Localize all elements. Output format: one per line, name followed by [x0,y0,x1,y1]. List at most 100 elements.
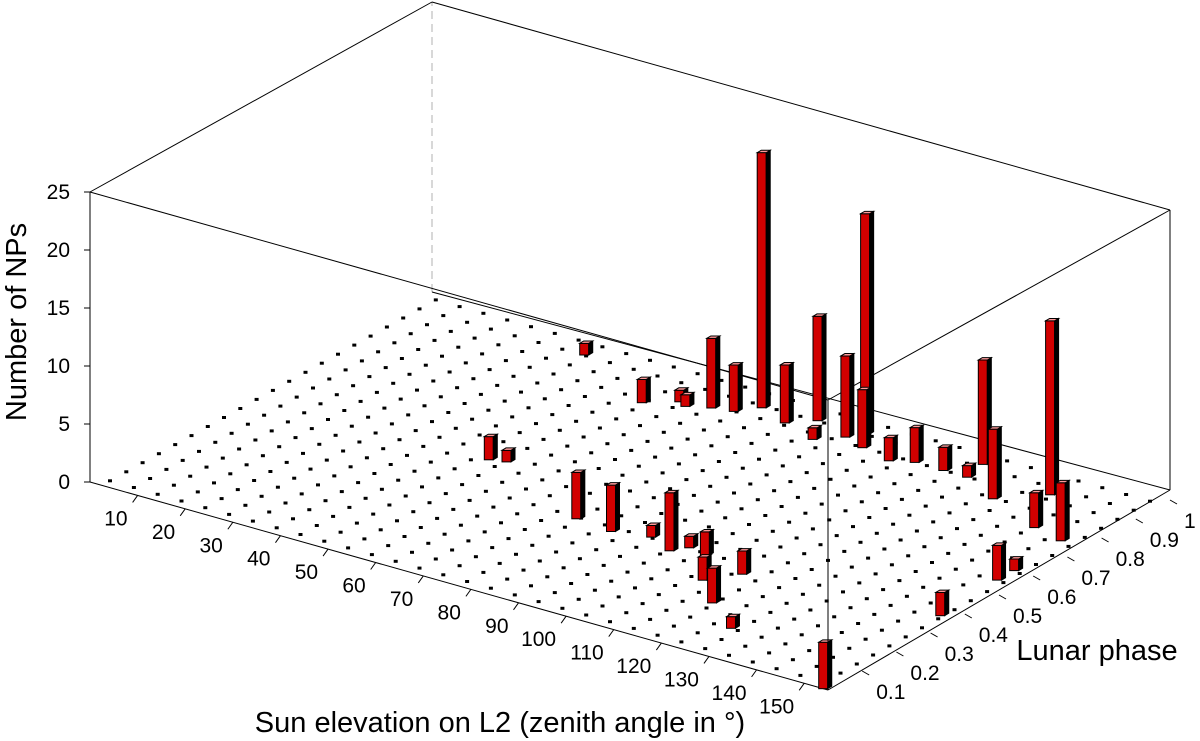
floor-dot [931,520,936,524]
bar-side-face [821,313,827,422]
floor-dot [131,486,136,489]
floor-dot [896,619,901,623]
floor-dot [640,602,645,606]
floor-dot [822,421,827,425]
floor-dot [602,523,607,527]
floor-dot [703,387,708,391]
floor-dot [517,431,522,435]
z-tick-label: 20 [47,239,70,262]
bar-top-face [976,357,994,361]
floor-dot [980,493,985,497]
floor-dot [609,579,614,583]
floor-dot [804,471,809,475]
floor-dot [748,482,753,486]
floor-dot [624,352,629,356]
floor-dot [502,399,507,403]
floor-dot [589,451,594,455]
bar [986,425,1004,500]
floor-dot [679,381,684,385]
floor-dot [854,662,859,666]
floor-dot [555,509,560,513]
bar-front-face [483,436,494,461]
floor-dot [650,536,655,540]
floor-dot [522,528,527,531]
floor-dot [685,437,690,441]
floor-dot [635,505,640,509]
floor-dot [554,550,559,554]
floor-dot [977,574,982,578]
floor-dot [213,440,218,444]
bar [604,481,622,533]
floor-dot [874,531,879,535]
plot-box-back [89,1,1171,691]
bar [1043,317,1061,496]
floor-dot [448,329,453,333]
floor-dot [719,638,724,641]
floor-dot [348,465,353,469]
floor-dot [222,416,226,419]
floor-dot [481,570,486,574]
floor-dot [889,563,894,567]
floor-dot [292,476,297,480]
bar-side-face [947,443,953,472]
floor-dot [708,484,713,488]
floor-dot [283,501,288,505]
floor-dot [887,644,892,648]
z-tick-label: 10 [47,355,70,378]
bar-top-face [663,489,680,494]
floor-dot [849,565,854,569]
floor-grid-dots [108,298,1152,684]
floor-dot [613,458,617,461]
y-tick-mark [861,670,870,676]
floor-dot [171,483,176,487]
floor-dot [684,478,689,482]
floor-dot [327,377,332,381]
z-axis-label: Number of NPs [1,223,33,421]
x-tick-mark [370,562,377,570]
floor-dot [483,489,488,493]
floor-dot [453,426,458,430]
floor-dot [661,430,666,434]
floor-dot [514,552,518,556]
floor-dot [730,532,735,536]
floor-dot [371,512,376,516]
bar-front-face [818,641,829,690]
floor-dot [435,516,440,520]
bar-side-face [918,424,924,464]
floor-dot [585,573,590,576]
floor-dot [291,517,295,521]
floor-dot [505,577,510,581]
floor-dot [542,397,547,401]
floor-dot [727,653,731,657]
floor-dot [1100,486,1105,490]
bar [755,149,773,409]
floor-dot [416,348,421,351]
floor-dot [339,490,344,494]
bar-top-face [1043,317,1061,322]
floor-dot [529,325,533,329]
y-axis-label: Lunar phase [1016,635,1177,667]
floor-dot [714,541,719,545]
floor-dot [411,510,416,514]
floor-dot [490,546,495,550]
floor-dot [1026,547,1031,551]
floor-dot [391,381,396,385]
floor-dot [363,496,368,500]
floor-dot [421,444,426,448]
x-axis-ticks: 10 20 30 40 50 60 70 80 90 100 110 120 130 140 150 [104,495,805,718]
floor-dot [859,500,864,504]
y-tick-label: 0.7 [1081,567,1110,590]
floor-dot [743,644,748,648]
floor-dot [645,439,650,443]
y-tick-mark [1067,556,1075,562]
floor-dot [584,613,589,617]
bar-top-face [986,426,1004,430]
floor-dot [468,458,473,462]
z-tick-label: 15 [47,297,70,320]
floor-dot [940,495,944,499]
y-tick-label: 0.2 [910,662,939,685]
floor-dot [268,470,273,473]
floor-dot [475,514,480,518]
bar-front-face [706,337,717,409]
floor-dot [810,527,815,531]
